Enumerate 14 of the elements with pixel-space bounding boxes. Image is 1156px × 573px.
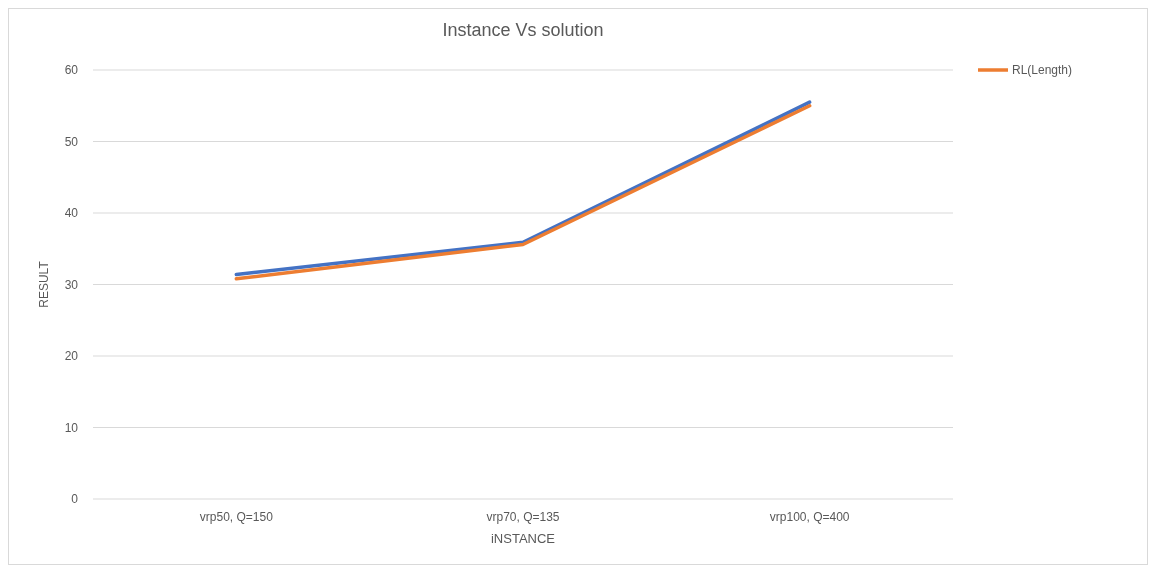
- legend-label: RL(Length): [1012, 63, 1073, 78]
- y-tick-label: 60: [64, 63, 79, 78]
- y-tick-label: 30: [64, 277, 79, 292]
- y-tick-label: 50: [64, 134, 79, 149]
- y-tick-label: 40: [64, 206, 79, 221]
- x-tick-label: vrp70, Q=135: [486, 510, 560, 524]
- x-tick-label: vrp50, Q=150: [199, 510, 274, 524]
- y-axis-title: RESULT: [37, 260, 51, 308]
- chart-title: Instance Vs solution: [442, 20, 604, 40]
- y-tick-label: 0: [71, 492, 79, 507]
- x-tick-label: vrp100, Q=400: [769, 510, 850, 524]
- x-axis-title: iNSTANCE: [490, 531, 556, 546]
- y-tick-label: 10: [64, 420, 79, 435]
- y-tick-label: 20: [64, 349, 79, 364]
